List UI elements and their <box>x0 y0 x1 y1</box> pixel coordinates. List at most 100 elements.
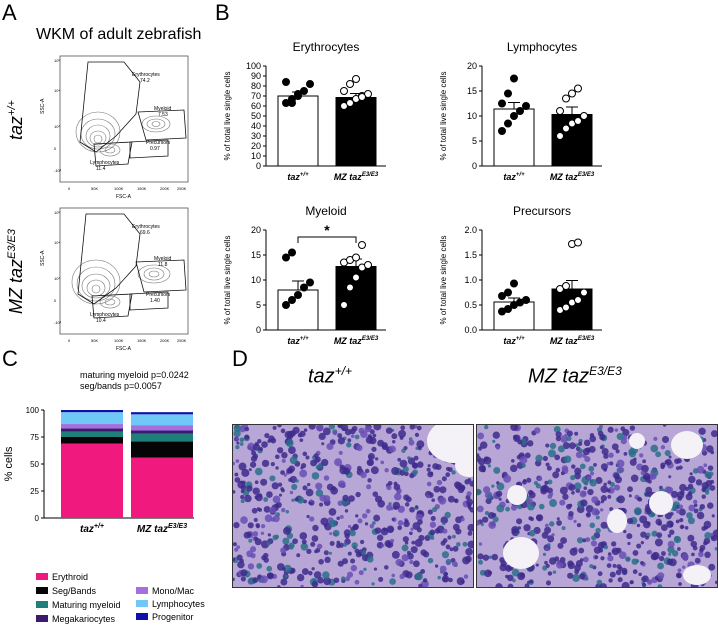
data-point <box>522 102 530 110</box>
y-tick-label: 30 <box>251 131 261 141</box>
panel-b-letter: B <box>215 0 230 25</box>
stacked-segment <box>61 428 123 432</box>
svg-text:0: 0 <box>68 186 71 191</box>
svg-text:10⁵: 10⁵ <box>54 58 60 63</box>
legend-label: Seg/Bands <box>52 586 97 596</box>
svg-text:11.8: 11.8 <box>158 262 168 268</box>
significance-bracket <box>297 236 357 243</box>
data-point <box>294 92 302 100</box>
panel-c-letter: C <box>2 346 18 371</box>
data-point <box>504 119 512 128</box>
x-tick-label: MZ tazE3/E3 <box>334 336 379 346</box>
y-tick-label: 50 <box>251 111 261 121</box>
myeloid-chart: Myeloid % of total live single cells 0 5 10 1… <box>223 204 386 346</box>
svg-text:10⁴: 10⁴ <box>54 88 60 93</box>
y-tick-label: 10 <box>251 275 261 285</box>
data-point <box>574 84 582 93</box>
svg-text:11.4: 11.4 <box>96 166 106 172</box>
svg-text:10⁴: 10⁴ <box>54 240 60 245</box>
svg-text:100K: 100K <box>114 338 124 343</box>
histology-image-mz <box>476 424 718 588</box>
legend-swatch <box>136 600 148 607</box>
svg-text:10³: 10³ <box>54 276 60 281</box>
data-point <box>340 301 348 309</box>
y-tick-label: 2.0 <box>464 225 477 235</box>
y-tick-label: 15 <box>251 250 261 260</box>
svg-text:1.40: 1.40 <box>150 298 160 304</box>
data-point <box>574 296 582 304</box>
svg-text:200K: 200K <box>160 186 170 191</box>
erythrocytes-chart: Erythrocytes % of total live single cells… <box>223 40 386 182</box>
data-point <box>580 288 588 297</box>
svg-text:Precursors: Precursors <box>146 140 171 146</box>
svg-text:Erythrocytes: Erythrocytes <box>132 224 160 230</box>
y-tick-label: 20 <box>251 225 261 235</box>
svg-text:69.6: 69.6 <box>140 230 150 236</box>
flow-plot-mz: SSC-A FSC-A 10⁵ 10⁴ 10³ 0 -10³ 0 50K 100… <box>40 207 189 352</box>
flow-plot-wt: SSC-A FSC-A 10⁵ 10⁴ 10³ 0 -10³ 0 50K 100… <box>40 55 189 200</box>
legend-label: Progenitor <box>152 612 194 622</box>
y-axis-label: % of total live single cells <box>439 236 448 325</box>
chart-title: Precursors <box>513 204 571 218</box>
svg-text:FSC-A: FSC-A <box>116 346 132 352</box>
data-point <box>504 89 512 98</box>
data-point <box>282 78 290 86</box>
data-point <box>580 112 588 120</box>
y-tick-label: 80 <box>251 81 261 91</box>
svg-text:0.97: 0.97 <box>150 146 160 152</box>
legend-swatch <box>36 601 48 608</box>
y-tick-label: 90 <box>251 71 261 81</box>
stacked-segment <box>131 457 193 518</box>
svg-text:200K: 200K <box>160 338 170 343</box>
data-point <box>562 282 570 290</box>
y-tick-label: 10 <box>251 151 261 161</box>
data-point <box>504 288 512 297</box>
stacked-segment <box>131 414 193 426</box>
stacked-segment <box>61 443 123 518</box>
y-tick-label: 0 <box>35 514 40 523</box>
stacked-segment <box>131 441 193 458</box>
y-tick-label: 0.5 <box>464 300 477 310</box>
precursors-chart: Precursors % of total live single cells 0.… <box>439 204 602 346</box>
x-tick-label: taz+/+ <box>287 336 309 346</box>
data-point <box>288 99 296 107</box>
svg-text:0: 0 <box>54 146 57 151</box>
svg-text:Myeloid: Myeloid <box>154 256 171 262</box>
data-point <box>504 305 512 313</box>
y-tick-label: 50 <box>30 460 39 469</box>
svg-text:74.2: 74.2 <box>140 78 150 84</box>
stacked-segment <box>61 424 123 429</box>
data-point <box>574 238 582 247</box>
y-axis-label: % of total live single cells <box>439 72 448 161</box>
data-point <box>498 292 506 300</box>
svg-text:10.4: 10.4 <box>96 318 106 324</box>
y-tick-label: 1.5 <box>464 250 477 260</box>
data-point <box>352 75 360 83</box>
x-tick-label: taz+/+ <box>503 172 525 182</box>
svg-text:150K: 150K <box>137 186 147 191</box>
y-tick-label: 75 <box>30 433 39 442</box>
data-point <box>510 279 518 288</box>
stacked-segment <box>61 431 123 437</box>
y-tick-label: 25 <box>30 487 39 496</box>
annotation-line-2: seg/bands p=0.0057 <box>80 381 162 391</box>
data-point <box>556 107 564 115</box>
significance-star: * <box>324 222 330 238</box>
svg-text:Lymphocytes: Lymphocytes <box>90 312 120 318</box>
svg-text:Precursors: Precursors <box>146 292 171 298</box>
svg-text:10³: 10³ <box>54 124 60 129</box>
chart-title: Myeloid <box>305 204 346 218</box>
x-tick-label: MZ tazE3/E3 <box>550 172 595 182</box>
data-point <box>510 74 518 83</box>
svg-text:SSC-A: SSC-A <box>40 250 46 266</box>
data-point <box>294 291 302 299</box>
y-tick-label: 60 <box>251 101 261 111</box>
svg-text:-10³: -10³ <box>54 168 62 173</box>
data-point <box>498 127 506 135</box>
data-point <box>346 80 354 88</box>
y-tick-label: 15 <box>467 86 477 96</box>
legend-swatch <box>36 573 48 580</box>
svg-text:0: 0 <box>68 338 71 343</box>
y-tick-label: 0.0 <box>464 325 477 335</box>
panel-d-label-mz: MZ tazE3/E3 <box>528 364 622 388</box>
